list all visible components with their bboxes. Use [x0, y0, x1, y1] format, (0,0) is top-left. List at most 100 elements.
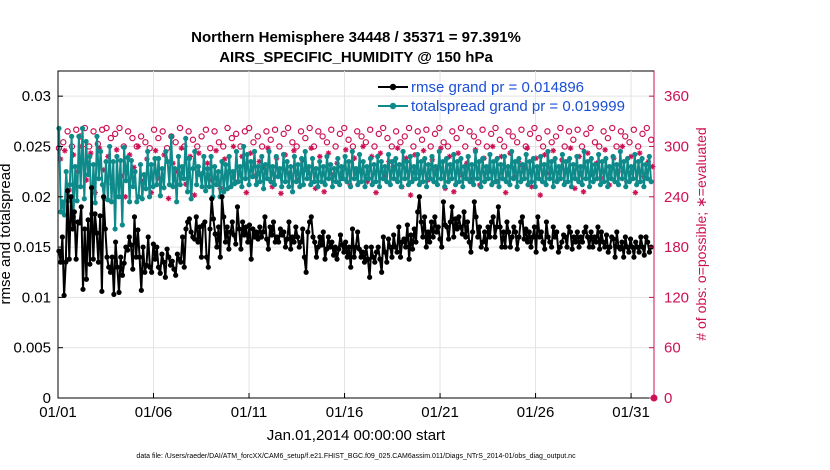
obs-possible-point: [297, 128, 305, 135]
totalspread-point: [635, 158, 642, 165]
totalspread-point: [340, 176, 346, 182]
rmse-point: [183, 226, 189, 232]
rmse-point: [478, 244, 484, 250]
rmse-point: [536, 234, 543, 240]
rmse-point: [385, 236, 392, 242]
totalspread-point: [559, 151, 565, 158]
obs-evaluated-point: [178, 145, 185, 151]
totalspread-point: [572, 176, 578, 182]
rmse-point: [276, 239, 282, 245]
rmse-point: [483, 246, 489, 252]
y2-axis-label: # of obs: o=possible; ∗=evaluated: [693, 127, 709, 340]
rmse-point: [488, 219, 495, 225]
rmse-point: [325, 234, 332, 240]
rmse-point: [502, 244, 508, 250]
obs-possible-point: [284, 124, 292, 132]
rmse-point: [585, 234, 591, 240]
totalspread-point: [489, 182, 495, 188]
totalspread-point: [288, 163, 294, 170]
totalspread-point: [606, 163, 613, 170]
rmse-point: [435, 224, 441, 230]
rmse-point: [603, 232, 610, 238]
totalspread-point: [286, 184, 292, 190]
rmse-point: [140, 244, 146, 250]
rmse-point: [119, 272, 126, 278]
obs-evaluated-point: [321, 188, 327, 195]
rmse-point: [274, 234, 280, 240]
footer-datafile: data file: /Users/raeder/DAI/ATM_forcXX/…: [136, 453, 576, 460]
rmse-point: [380, 234, 386, 240]
totalspread-point: [438, 176, 444, 182]
obs-evaluated-point: [204, 160, 211, 167]
rmse-point: [471, 199, 477, 205]
obs-possible-point: [397, 139, 404, 146]
rmse-point: [528, 244, 534, 250]
totalspread-point: [563, 158, 569, 165]
rmse-point: [631, 254, 637, 260]
obs-evaluated-point: [632, 189, 639, 196]
obs-possible-point: [189, 136, 197, 143]
totalspread-point: [509, 148, 515, 155]
obs-possible-point: [185, 128, 192, 135]
totalspread-point: [246, 182, 252, 188]
x-tick-label: 01/16: [326, 404, 364, 421]
obs-evaluated-point: [196, 150, 202, 156]
totalspread-point: [480, 155, 486, 162]
rmse-point: [578, 234, 584, 240]
rmse-point: [533, 249, 539, 255]
rmse-point: [636, 249, 642, 255]
rmse-point: [595, 224, 601, 230]
rmse-point: [607, 244, 613, 250]
totalspread-point: [192, 148, 198, 155]
obs-possible-point: [462, 143, 469, 150]
totalspread-point: [364, 163, 370, 170]
totalspread-point: [79, 125, 86, 131]
totalspread-point: [347, 184, 354, 190]
rmse-point: [542, 246, 548, 252]
rmse-point: [85, 217, 91, 223]
totalspread-point: [94, 133, 100, 139]
totalspread-point: [155, 155, 162, 162]
totalspread-point: [389, 158, 395, 165]
rmse-point: [343, 239, 349, 245]
totalspread-point: [472, 148, 479, 155]
totalspread-point: [630, 176, 636, 182]
rmse-point: [439, 244, 445, 250]
rmse-point: [482, 229, 488, 235]
obs-possible-point: [544, 128, 551, 135]
obs-possible-point: [137, 133, 145, 140]
rmse-point: [356, 246, 362, 252]
chart-title: Northern Hemisphere 34448 / 35371 = 97.3…: [191, 29, 521, 46]
rmse-point: [458, 224, 464, 230]
totalspread-point: [110, 158, 116, 165]
totalspread-point: [145, 148, 151, 155]
totalspread-point: [132, 169, 138, 175]
rmse-point: [236, 226, 242, 232]
totalspread-point: [300, 182, 307, 188]
rmse-point: [179, 234, 186, 240]
totalspread-point: [449, 176, 455, 182]
totalspread-point: [76, 133, 82, 139]
obs-possible-point: [621, 133, 629, 140]
obs-possible-point: [500, 143, 508, 150]
totalspread-series: [56, 125, 654, 232]
rmse-point: [562, 234, 568, 240]
totalspread-point: [302, 148, 308, 155]
rmse-point: [512, 229, 519, 235]
rmse-point: [420, 234, 426, 240]
rmse-series: [56, 185, 654, 298]
obs-possible-point: [90, 128, 97, 135]
rmse-point: [598, 229, 604, 235]
obs-evaluated-point: [602, 147, 608, 153]
rmse-point: [361, 259, 368, 265]
rmse-point: [205, 264, 211, 270]
totalspread-point: [277, 165, 283, 172]
totalspread-point: [454, 158, 460, 165]
totalspread-point: [159, 165, 165, 172]
totalspread-point: [382, 163, 388, 170]
totalspread-point: [445, 179, 451, 185]
rmse-point: [387, 244, 393, 250]
totalspread-point: [215, 169, 221, 175]
rmse-point: [396, 224, 402, 230]
rmse-point: [327, 244, 333, 250]
